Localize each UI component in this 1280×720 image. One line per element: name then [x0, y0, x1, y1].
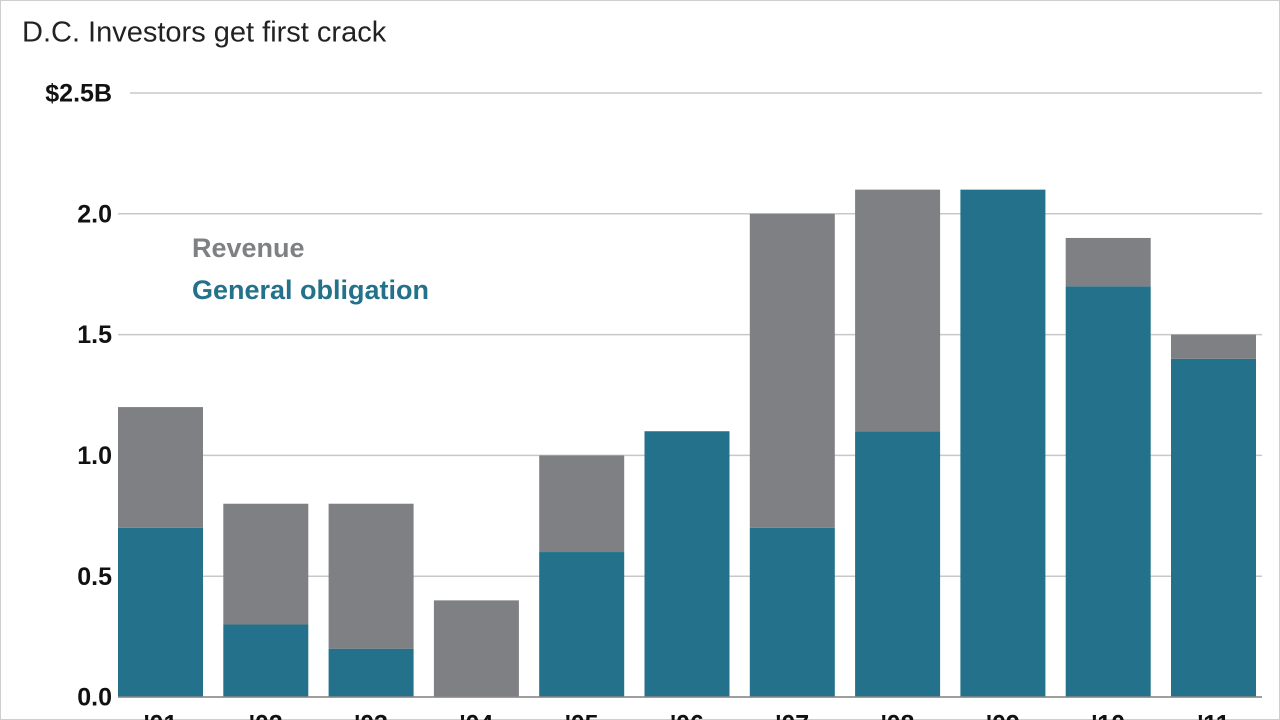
bar-segment	[749, 213, 835, 528]
y-tick-label: 1.5	[77, 321, 112, 349]
bar-segment	[328, 648, 414, 697]
y-tick-label: 2.0	[77, 200, 112, 228]
y-tick-label: $2.5B	[45, 80, 112, 108]
legend-entry: Revenue	[192, 233, 305, 263]
bar-segment	[223, 503, 309, 625]
x-tick-label: '06	[670, 711, 704, 720]
bar-segment	[960, 189, 1046, 697]
bar-segment	[1171, 334, 1256, 359]
x-tick-label: '02	[249, 711, 283, 720]
bar-segment	[539, 552, 625, 697]
x-tick-label: '09	[986, 711, 1020, 720]
bar-segment	[539, 455, 625, 553]
x-tick-label: '10	[1091, 711, 1125, 720]
bar-segment	[1065, 286, 1151, 697]
bar-segment	[855, 431, 941, 697]
bar-segment	[644, 431, 730, 697]
chart-subtitle: D.C. Investors get first crack	[22, 17, 387, 49]
bar-segment	[1065, 237, 1151, 287]
x-tick-label: '08	[881, 711, 915, 720]
x-tick-label: '11	[1197, 711, 1229, 720]
bar-segment	[1171, 358, 1256, 697]
bar-segment	[328, 503, 414, 649]
bar-segment	[749, 527, 835, 697]
bar-segment	[118, 527, 203, 697]
x-tick-label: '01	[144, 711, 178, 720]
x-tick-label: '03	[354, 711, 388, 720]
x-tick-label: '04	[460, 711, 494, 720]
y-tick-label: 0.5	[77, 563, 112, 591]
legend-entry: General obligation	[192, 275, 429, 305]
bar-segment	[855, 189, 941, 432]
bar-segment	[118, 407, 203, 528]
x-tick-label: '07	[775, 711, 809, 720]
x-tick-label: '05	[565, 711, 599, 720]
y-tick-label: 0.0	[77, 684, 112, 712]
y-tick-label: 1.0	[77, 442, 112, 470]
bar-segment	[223, 624, 309, 697]
bar-segment	[433, 600, 519, 697]
